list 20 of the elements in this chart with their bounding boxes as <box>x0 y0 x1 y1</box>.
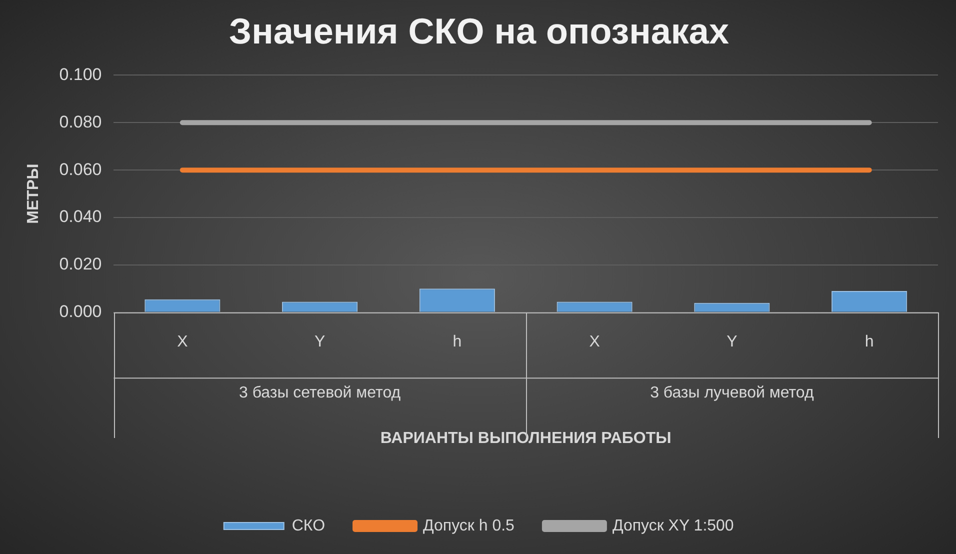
x-tick-label: X <box>177 333 188 350</box>
legend-label: Допуск h 0.5 <box>423 517 515 534</box>
text: 3 базы сетевой метод <box>239 384 402 402</box>
x-axis-title: ВАРИАНТЫ ВЫПОЛНЕНИЯ РАБОТЫ <box>380 430 672 447</box>
y-tick-label: 0.100 <box>59 64 102 84</box>
x-tick-label: Y <box>726 333 738 350</box>
y-tick-label: 0.020 <box>59 254 102 274</box>
text: 3 базы лучевой метод <box>650 384 814 402</box>
y-axis-title: МЕТРЫ <box>25 164 42 224</box>
chart-title: Значения СКО на опознаках <box>229 10 729 52</box>
y-tick-label: 0.000 <box>59 302 102 322</box>
y-tick-label: 0.080 <box>59 112 102 132</box>
legend-label: Допуск XY 1:500 <box>612 517 734 534</box>
x-tick-label: h <box>452 333 462 350</box>
legend-label: СКО <box>292 517 326 534</box>
y-tick-label: 0.060 <box>59 160 102 179</box>
x-tick-label: X <box>589 333 600 350</box>
y-tick-label: 0.040 <box>59 207 102 226</box>
x-tick-label: h <box>864 333 874 350</box>
x-tick-label: Y <box>314 333 326 350</box>
